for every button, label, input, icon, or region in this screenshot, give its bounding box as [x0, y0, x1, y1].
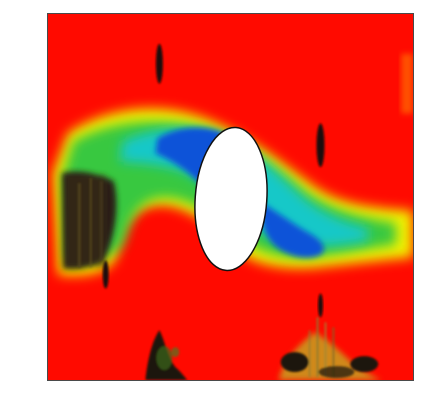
- spindle-top-right: [317, 123, 325, 167]
- edge-band: [401, 54, 413, 114]
- flow-field-image: [48, 14, 413, 380]
- spindle-right-lower: [318, 293, 323, 317]
- spindle-left-lower: [103, 261, 109, 289]
- flow-field-frame: [47, 13, 414, 381]
- spindle-top-left: [156, 44, 163, 84]
